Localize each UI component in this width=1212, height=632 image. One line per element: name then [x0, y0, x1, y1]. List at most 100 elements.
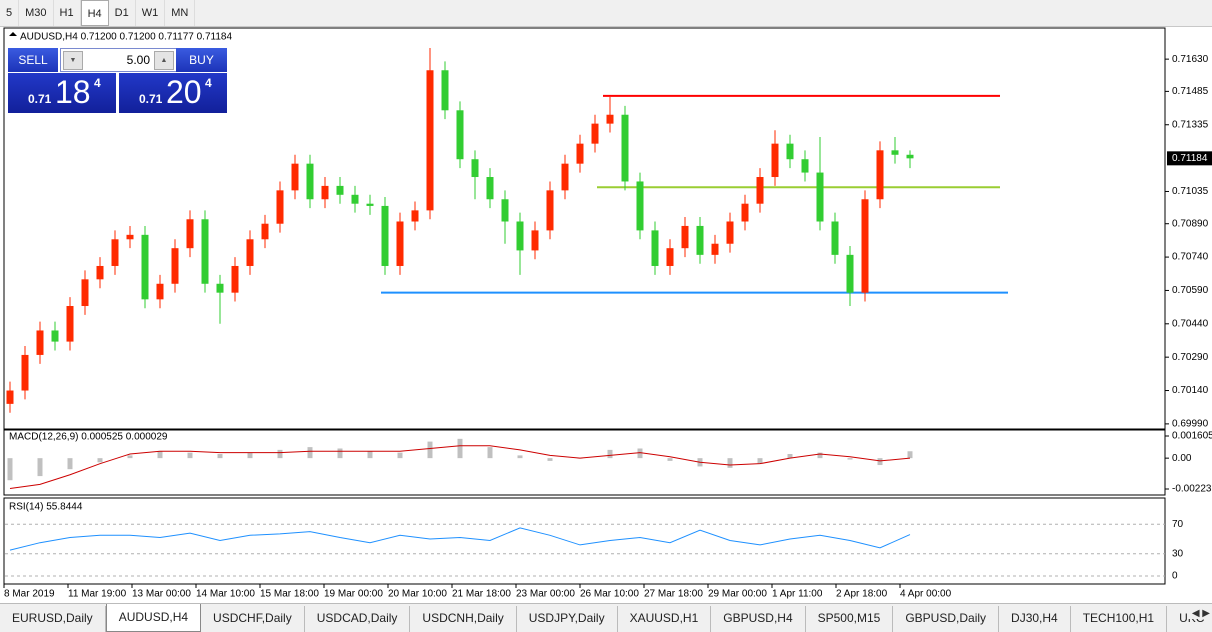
macd-bar [757, 458, 763, 464]
candle-body [36, 330, 44, 355]
buy-button[interactable]: BUY [176, 48, 227, 72]
macd-bar [37, 458, 43, 477]
candle-body [531, 230, 539, 251]
candle-body [606, 114, 614, 124]
candle-body [381, 205, 389, 266]
y-tick-label: 0.70140 [1172, 385, 1209, 396]
y-tick-label: 0.70740 [1172, 252, 1209, 263]
candle-body [666, 248, 674, 266]
rsi-title: RSI(14) 55.8444 [9, 502, 83, 513]
x-tick-label: 2 Apr 18:00 [836, 589, 888, 600]
bid-pip: 4 [94, 76, 101, 90]
volume-value: 5.00 [126, 53, 150, 67]
x-tick-label: 8 Mar 2019 [4, 589, 55, 600]
macd-bar [157, 451, 163, 459]
macd-panel [3, 429, 1166, 496]
macd-title: MACD(12,26,9) 0.000525 0.000029 [9, 432, 168, 443]
candle-body [21, 354, 29, 391]
timeframe-button[interactable]: M30 [19, 0, 54, 26]
candle-body [216, 283, 224, 293]
chart-tab[interactable]: SP500,M15 [806, 606, 894, 632]
chart-tab[interactable]: USDCNH,Daily [410, 606, 517, 632]
rsi-panel [3, 497, 1166, 585]
x-tick-label: 11 Mar 19:00 [68, 589, 127, 600]
macd-bar [607, 449, 613, 459]
macd-bar [397, 452, 403, 459]
chart-tab[interactable]: DJ30,H4 [999, 606, 1071, 632]
timeframe-button[interactable]: D1 [109, 0, 136, 26]
x-tick-label: 1 Apr 11:00 [772, 589, 823, 600]
macd-bar [907, 451, 913, 459]
ask-big: 0.71 [139, 92, 163, 106]
macd-bar [427, 441, 433, 459]
macd-bar [217, 454, 223, 459]
y-tick-label: 0 [1172, 571, 1178, 582]
y-tick-label: 0.71485 [1172, 86, 1209, 97]
macd-bar [127, 455, 133, 459]
bid-main: 18 [55, 74, 91, 110]
timeframe-button[interactable]: 5 [0, 0, 20, 26]
macd-bar [877, 458, 883, 466]
chart-tab[interactable]: USDJPY,Daily [517, 606, 618, 632]
candle-body [51, 330, 59, 342]
candle-body [441, 70, 449, 111]
volume-up[interactable]: ▲ [154, 51, 174, 70]
candle-body [156, 283, 164, 300]
x-tick-label: 29 Mar 00:00 [708, 589, 767, 600]
candle-body [291, 163, 299, 191]
tab-scroll[interactable]: ◀ ▶ [1187, 608, 1210, 619]
candle-body [561, 163, 569, 191]
x-tick-label: 19 Mar 00:00 [324, 589, 383, 600]
chart-tab[interactable]: USDCAD,Daily [305, 606, 411, 632]
sell-button[interactable]: SELL [8, 48, 58, 72]
chart-tab[interactable]: AUDUSD,H4 [105, 604, 202, 632]
bid-big: 0.71 [28, 92, 52, 106]
x-tick-label: 14 Mar 10:00 [196, 589, 255, 600]
x-tick-label: 15 Mar 18:00 [260, 589, 319, 600]
candle-body [891, 150, 899, 155]
bid-quote[interactable]: 0.71 18 4 [8, 73, 116, 113]
current-price-marker [1167, 151, 1212, 166]
candle-body [816, 172, 824, 222]
macd-bar [517, 455, 523, 459]
candle-body [6, 390, 14, 404]
macd-signal-line [9, 445, 911, 490]
candle-body [786, 143, 794, 160]
candle-body [261, 223, 269, 240]
y-tick-label: 0.70590 [1172, 285, 1209, 296]
macd-bar [67, 458, 73, 470]
candle-body [171, 248, 179, 284]
macd-bar [667, 458, 673, 461]
candle-body [66, 306, 74, 342]
volume-input[interactable]: ▼ 5.00 ▲ [60, 48, 177, 72]
candle-body [486, 177, 494, 200]
chart-tab[interactable]: GBPUSD,H4 [711, 606, 806, 632]
timeframe-button[interactable]: H4 [80, 0, 109, 26]
candle-body [276, 190, 284, 224]
macd-bar [847, 458, 853, 460]
macd-bar [277, 449, 283, 459]
ask-main: 20 [166, 74, 202, 110]
x-tick-label: 4 Apr 00:00 [900, 589, 952, 600]
macd-bar [547, 458, 553, 461]
chart-tab[interactable]: USDCHF,Daily [201, 606, 305, 632]
timeframe-button[interactable]: H1 [54, 0, 81, 26]
y-tick-label: 0.71630 [1172, 54, 1209, 65]
y-tick-label: 0.69990 [1172, 419, 1209, 430]
timeframe-button[interactable]: MN [165, 0, 196, 26]
chart-tab[interactable]: EURUSD,Daily [0, 606, 106, 632]
macd-bar [787, 454, 793, 459]
candle-body [471, 159, 479, 178]
candle-body [96, 265, 104, 280]
candle-body [681, 225, 689, 249]
chart-tab[interactable]: TECH100,H1 [1071, 606, 1168, 632]
chart-tab[interactable]: GBPUSD,Daily [893, 606, 1000, 632]
candle-body [711, 243, 719, 255]
timeframe-button[interactable]: W1 [136, 0, 166, 26]
chart-tab[interactable]: XAUUSD,H1 [618, 606, 712, 632]
candle-body [231, 265, 239, 293]
ask-quote[interactable]: 0.71 20 4 [119, 73, 227, 113]
ask-pip: 4 [205, 76, 212, 90]
volume-down[interactable]: ▼ [63, 51, 83, 70]
